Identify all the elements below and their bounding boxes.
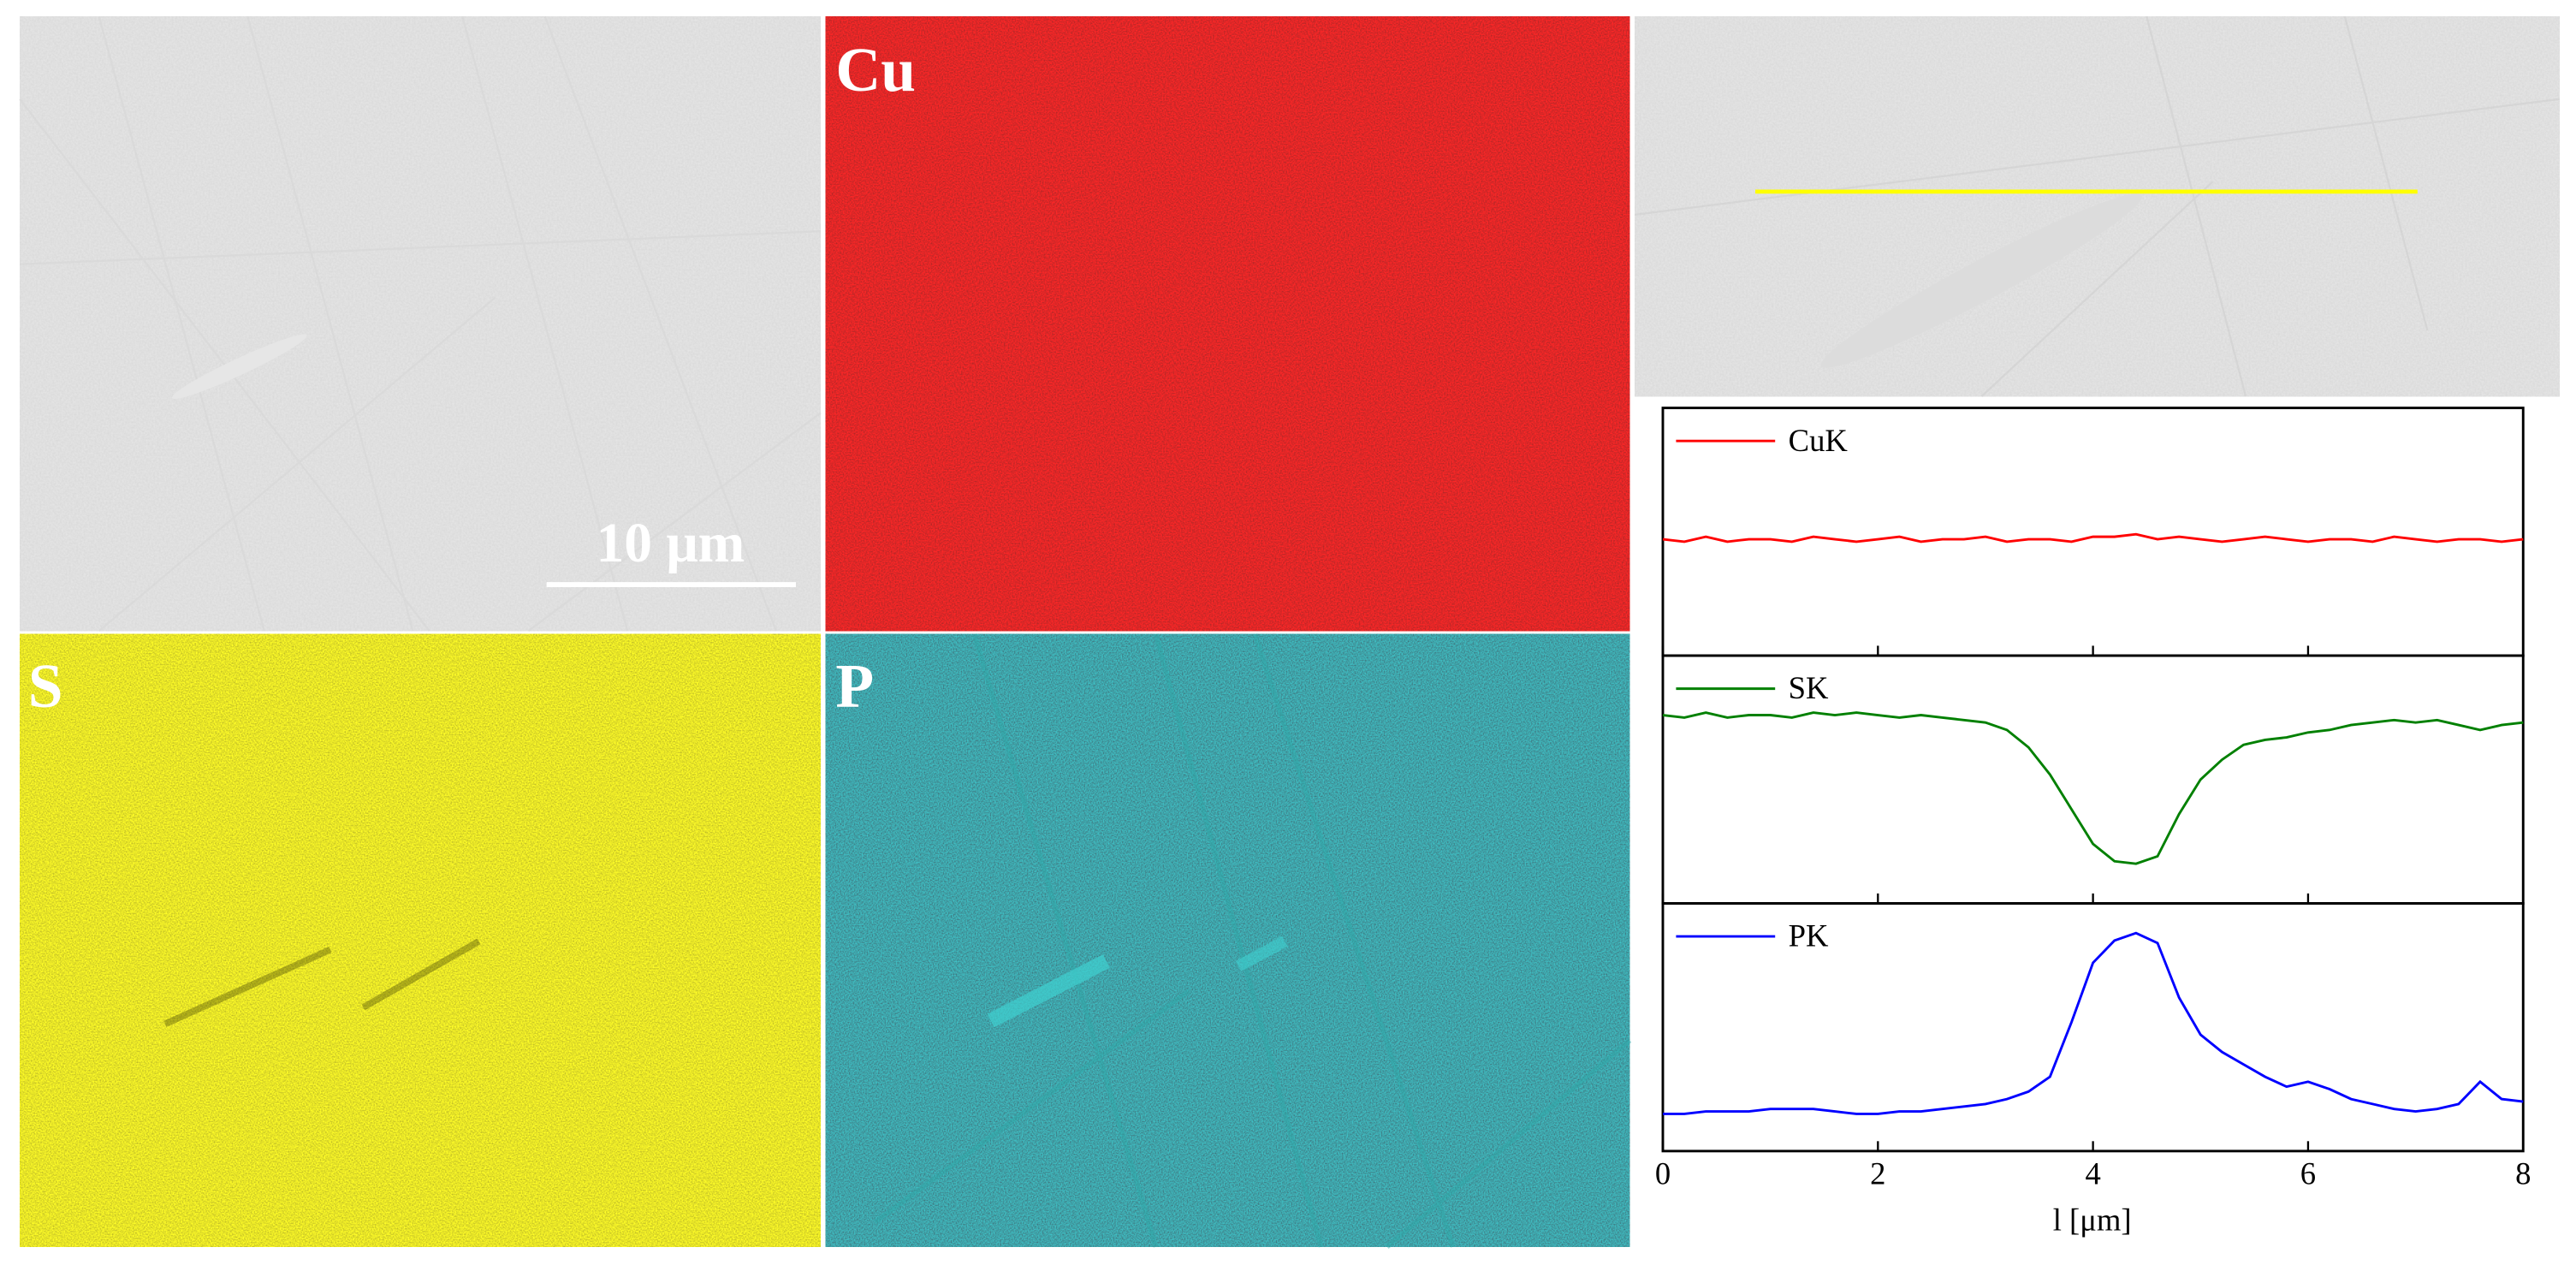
x-tick-label: 6: [2300, 1155, 2316, 1191]
scale-bar-label: 10 μm: [596, 513, 745, 574]
x-axis-label: l [μm]: [2053, 1203, 2132, 1238]
linescan-chart: CuK SK PK 0 2 4 6 8: [1655, 407, 2531, 1191]
series-line: [1662, 711, 2524, 865]
series-line: [1662, 931, 2524, 1115]
sem-image: 10 μm: [19, 15, 822, 633]
x-tick-label: 8: [2515, 1155, 2531, 1191]
panel-label: P: [835, 651, 874, 721]
legend-label: SK: [1789, 670, 1829, 705]
series-line: [1662, 532, 2524, 543]
x-tick-label: 0: [1655, 1155, 1671, 1191]
linescan-image: [1635, 16, 2560, 397]
legend-label: CuK: [1789, 423, 1849, 458]
x-tick-label: 4: [2085, 1155, 2100, 1191]
legend-label: PK: [1789, 918, 1829, 953]
cu-map: Cu: [825, 16, 1630, 632]
s-map: S: [20, 633, 821, 1247]
panel-label: S: [28, 651, 63, 721]
x-tick-label: 2: [1870, 1155, 1885, 1191]
p-map: P: [825, 633, 1632, 1250]
panel-label: Cu: [835, 35, 916, 104]
